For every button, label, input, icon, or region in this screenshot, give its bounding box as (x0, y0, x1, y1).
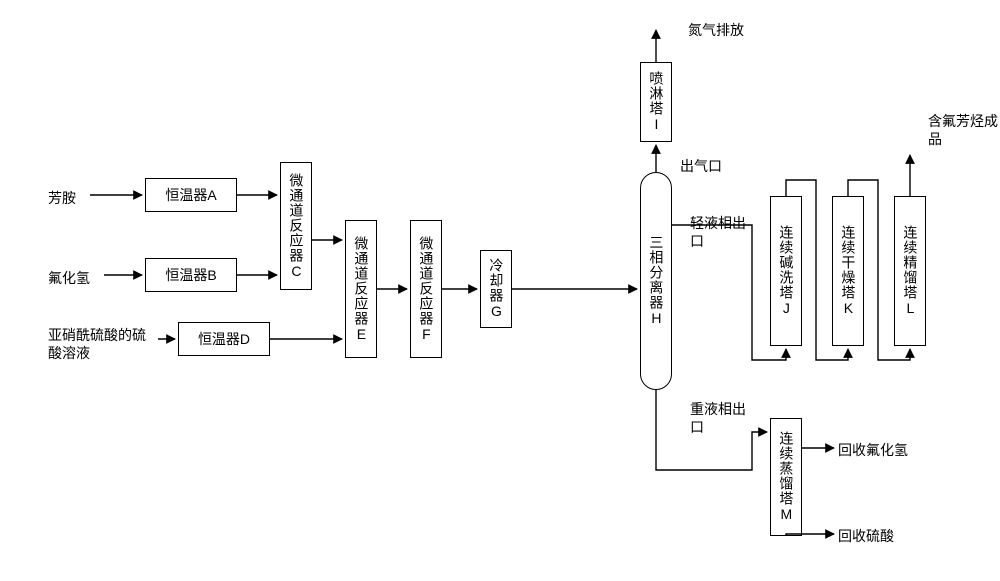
microreactor-e: 微通道反应器E (345, 220, 377, 358)
input-aromatic-amine: 芳胺 (48, 188, 76, 208)
heavy-phase-label: 重液相出口 (690, 400, 746, 436)
nitrogen-out-label: 氮气排放 (688, 20, 744, 40)
drying-tower-k: 连续干燥塔K (832, 196, 864, 346)
thermostat-d: 恒温器D (178, 322, 270, 356)
product-label: 含氟芳烃成品 (928, 112, 998, 148)
thermostat-b: 恒温器B (145, 258, 237, 292)
alkaline-wash-j: 连续碱洗塔J (770, 196, 802, 346)
recover-hf-label: 回收氟化氢 (838, 440, 908, 460)
microreactor-f: 微通道反应器F (410, 220, 442, 358)
cooler-g: 冷却器G (480, 250, 512, 328)
light-phase-label: 轻液相出口 (690, 214, 746, 250)
distillation-m: 连续蒸馏塔M (770, 418, 802, 536)
rectification-l: 连续精馏塔L (894, 196, 926, 346)
thermostat-a: 恒温器A (145, 178, 237, 212)
recover-h2so4-label: 回收硫酸 (838, 526, 894, 546)
input-nitrosylsulfuric: 亚硝酰硫酸的硫酸溶液 (48, 326, 158, 362)
input-hf: 氟化氢 (48, 268, 90, 288)
microreactor-c: 微通道反应器C (280, 162, 312, 290)
gas-out-label: 出气口 (680, 156, 722, 176)
spray-tower-i: 喷淋塔I (640, 62, 672, 142)
separator-h: 三相分离器H (640, 172, 672, 390)
